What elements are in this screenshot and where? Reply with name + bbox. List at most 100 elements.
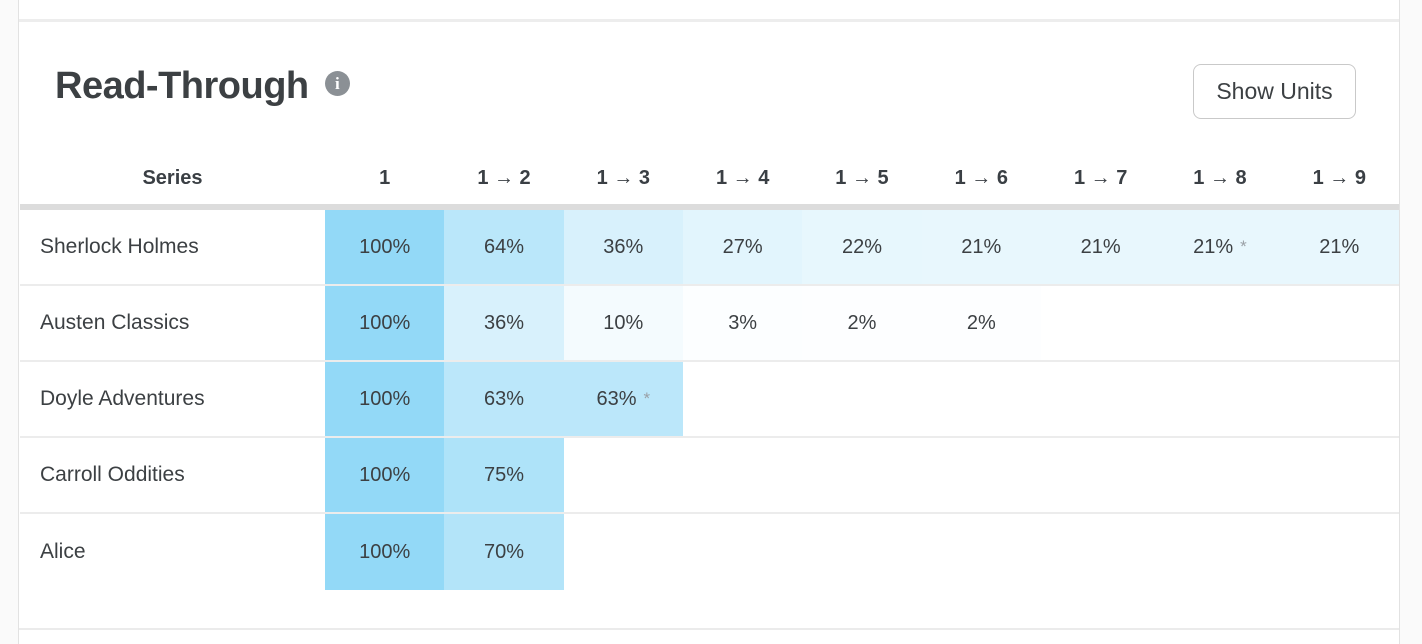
heatmap-cell: 21%: [1040, 210, 1161, 284]
info-icon[interactable]: i: [324, 71, 350, 97]
series-name: Doyle Adventures: [40, 387, 205, 410]
read-through-table: Series 1 1 → 2 1 → 3 1 → 4 1 → 5 1 → 6 1 → 7 1 …: [20, 152, 1399, 590]
column-header: 1 → 5: [835, 166, 889, 189]
cell-value: 64%: [483, 235, 524, 258]
empty-cell: [1160, 286, 1279, 360]
empty-cell: [922, 514, 1041, 590]
cell-value: 2%: [966, 311, 996, 334]
cell-value: 10%: [603, 311, 644, 334]
series-name: Austen Classics: [40, 311, 190, 334]
empty-cell: [922, 362, 1041, 436]
heatmap-cell: 3%: [682, 286, 803, 360]
cell-value: 100%: [359, 235, 411, 258]
empty-cell: [1041, 514, 1160, 590]
cell-value: 21%: [1080, 235, 1121, 258]
heatmap-cell: 21%: [921, 210, 1041, 284]
heatmap-cell: 100%: [325, 286, 445, 360]
empty-cell: [1280, 438, 1399, 512]
column-header: 1 → 9: [1312, 166, 1366, 189]
left-page-gutter: [0, 0, 19, 644]
column-header: 1 → 6: [954, 166, 1008, 189]
column-header: 1 → 2: [477, 166, 531, 189]
table-row: Sherlock Holmes 100% 64% 36% 27% 22% 21% 21% 21%…: [20, 210, 1399, 286]
heatmap-cell: 27%: [682, 210, 803, 284]
heatmap-cell: 100%: [325, 438, 445, 512]
series-name: Sherlock Holmes: [40, 235, 199, 258]
asterisk-marker: *: [643, 389, 651, 408]
heatmap-cell: 36%: [444, 286, 564, 360]
table-row: Carroll Oddities 100% 75%: [20, 438, 1399, 514]
column-header: 1 → 4: [715, 166, 770, 189]
column-header: 1 → 8: [1193, 166, 1247, 189]
heatmap-cell: 100%: [325, 514, 445, 590]
read-through-card: Read-Through i Show Units Series 1 1 → 2 1 …: [20, 22, 1399, 628]
cell-value: 100%: [359, 387, 411, 410]
cell-value: 21%: [961, 235, 1002, 258]
cell-value: 27%: [722, 235, 763, 258]
empty-cell: [1280, 514, 1399, 590]
empty-cell: [1041, 438, 1160, 512]
empty-cell: [802, 362, 921, 436]
heatmap-cell: 2%: [802, 286, 922, 360]
empty-cell: [1160, 514, 1279, 590]
empty-cell: [564, 514, 683, 590]
cell-value: 63%: [596, 387, 637, 410]
empty-cell: [683, 362, 802, 436]
heatmap-cell: 22%: [802, 210, 922, 284]
empty-cell: [1041, 362, 1160, 436]
column-header: 1 → 3: [596, 166, 650, 189]
heatmap-cell: 75%: [444, 438, 564, 512]
bottom-section-divider: [0, 628, 1422, 630]
cell-value: 100%: [359, 540, 411, 563]
table-header-row: Series 1 1 → 2 1 → 3 1 → 4 1 → 5 1 → 6 1 → 7 1 …: [20, 152, 1399, 210]
card-header: Read-Through i Show Units: [20, 62, 1399, 122]
table-row: Austen Classics 100% 36% 10% 3% 2% 2%: [20, 286, 1399, 362]
empty-cell: [683, 514, 802, 590]
empty-cell: [683, 438, 802, 512]
show-units-button[interactable]: Show Units: [1193, 64, 1356, 119]
empty-cell: [1160, 438, 1279, 512]
empty-cell: [1280, 286, 1399, 360]
cell-value: 36%: [483, 311, 524, 334]
page-title: Read-Through i: [55, 62, 350, 110]
cell-value: 22%: [841, 235, 882, 258]
heatmap-cell: 64%: [444, 210, 564, 284]
cell-value: 2%: [847, 311, 877, 334]
cell-value: 75%: [483, 463, 524, 486]
series-column-header: Series: [142, 166, 203, 189]
empty-cell: [802, 514, 921, 590]
table-row: Alice 100% 70%: [20, 514, 1399, 590]
cell-value: 63%: [483, 387, 524, 410]
cell-value: 100%: [359, 463, 411, 486]
series-name: Alice: [40, 540, 86, 563]
cell-value: 70%: [483, 540, 524, 563]
column-header: 1: [379, 166, 391, 189]
heatmap-cell: 70%: [444, 514, 564, 590]
table-row: Doyle Adventures 100% 63% 63% *: [20, 362, 1399, 438]
heatmap-cell: 21% *: [1160, 210, 1280, 284]
empty-cell: [1280, 362, 1399, 436]
heatmap-cell: 36%: [563, 210, 683, 284]
cell-value: 21%: [1319, 235, 1360, 258]
empty-cell: [922, 438, 1041, 512]
empty-cell: [1041, 286, 1160, 360]
column-header: 1 → 7: [1073, 166, 1128, 189]
heatmap-cell: 10%: [563, 286, 683, 360]
page-title-text: Read-Through: [55, 65, 309, 107]
empty-cell: [802, 438, 921, 512]
heatmap-cell: 63%: [444, 362, 564, 436]
heatmap-cell: 2%: [921, 286, 1041, 360]
empty-cell: [1160, 362, 1279, 436]
series-name: Carroll Oddities: [40, 463, 185, 486]
right-page-gutter: [1399, 0, 1422, 644]
asterisk-marker: *: [1240, 237, 1247, 256]
empty-cell: [564, 438, 683, 512]
cell-value: 21%: [1193, 235, 1234, 258]
top-section-divider: [0, 19, 1422, 22]
cell-value: 36%: [603, 235, 644, 258]
heatmap-cell: 100%: [325, 362, 445, 436]
cell-value: 3%: [728, 311, 758, 334]
heatmap-cell: 21%: [1279, 210, 1399, 284]
heatmap-cell: 100%: [325, 210, 445, 284]
heatmap-cell: 63% *: [563, 362, 683, 436]
